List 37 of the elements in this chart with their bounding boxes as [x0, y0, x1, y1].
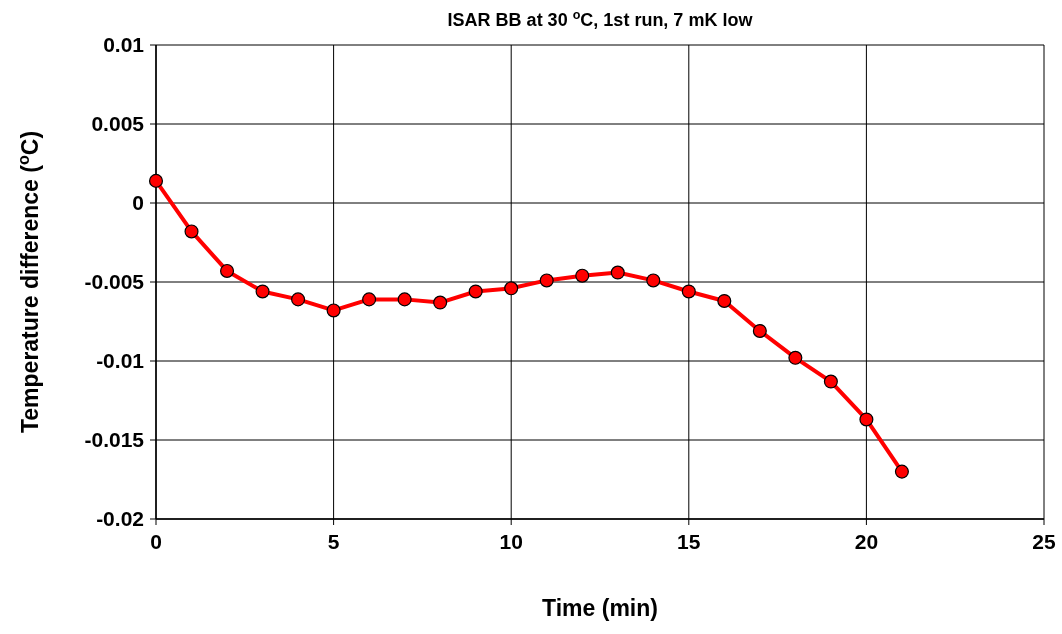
point: [752, 323, 767, 338]
x-tick-label: 15: [677, 530, 701, 553]
x-tick-label: 0: [150, 530, 162, 553]
y-tick-label: -0.005: [84, 270, 145, 294]
x-tick-label: 5: [327, 530, 340, 553]
y-tick-label: 0.005: [91, 112, 145, 136]
point: [397, 292, 412, 307]
point: [291, 292, 306, 307]
y-tick-label: -0.015: [84, 428, 145, 452]
chart-title: ISAR BB at 30 $^{o}$C, 1st run, 7 mK low: [447, 8, 754, 30]
point: [681, 284, 696, 299]
point: [468, 284, 483, 299]
point: [646, 273, 661, 288]
point: [504, 281, 519, 296]
point: [433, 295, 448, 310]
point: [148, 173, 164, 188]
y-tick-label: -0.01: [96, 349, 145, 373]
y-tick-label: -0.02: [96, 507, 144, 531]
point: [788, 350, 803, 365]
point: [823, 374, 838, 389]
point: [859, 412, 874, 427]
point: [362, 292, 377, 307]
x-axis-title: Time (min): [542, 595, 658, 621]
point: [220, 263, 235, 278]
x-tick-label: 10: [499, 530, 523, 553]
y-tick-label: 0.01: [103, 33, 145, 57]
point: [717, 293, 732, 308]
x-tick-label: 25: [1032, 530, 1056, 553]
point: [184, 224, 199, 239]
point: [894, 464, 909, 479]
point: [610, 265, 625, 280]
y-tick-label: 0: [132, 191, 144, 215]
point: [575, 268, 590, 283]
point: [539, 273, 554, 288]
point: [255, 284, 270, 299]
x-tick-label: 20: [854, 530, 879, 553]
point: [326, 303, 341, 318]
